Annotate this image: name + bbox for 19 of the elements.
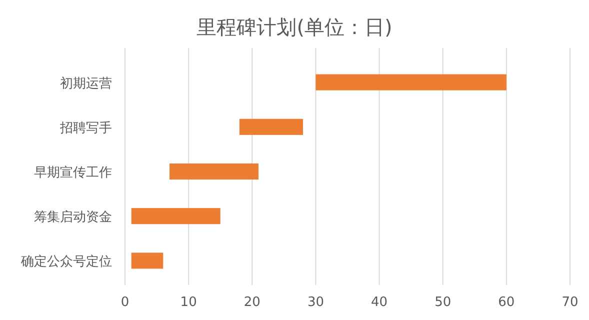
x-tick-label: 10 xyxy=(180,295,197,310)
y-tick-label: 招聘写手 xyxy=(59,120,112,136)
bar xyxy=(131,208,220,224)
chart-title: 里程碑计划(单位：日) xyxy=(196,15,392,39)
x-tick-label: 70 xyxy=(562,295,578,310)
x-tick-label: 40 xyxy=(371,295,388,310)
x-tick-label: 0 xyxy=(120,295,130,310)
y-tick-label: 筹集启动资金 xyxy=(34,209,112,226)
x-tick-label: 20 xyxy=(244,295,260,310)
y-tick-label: 确定公众号定位 xyxy=(20,254,112,270)
bar xyxy=(170,163,258,180)
bar xyxy=(131,252,164,269)
bar xyxy=(239,118,303,135)
x-tick-label: 50 xyxy=(434,295,452,310)
x-tick-label: 60 xyxy=(498,295,515,310)
x-tick-label: 30 xyxy=(307,295,324,310)
y-tick-label: 早期宣传工作 xyxy=(34,164,112,180)
y-tick-label: 初期运营 xyxy=(60,76,112,92)
bar xyxy=(316,74,506,90)
